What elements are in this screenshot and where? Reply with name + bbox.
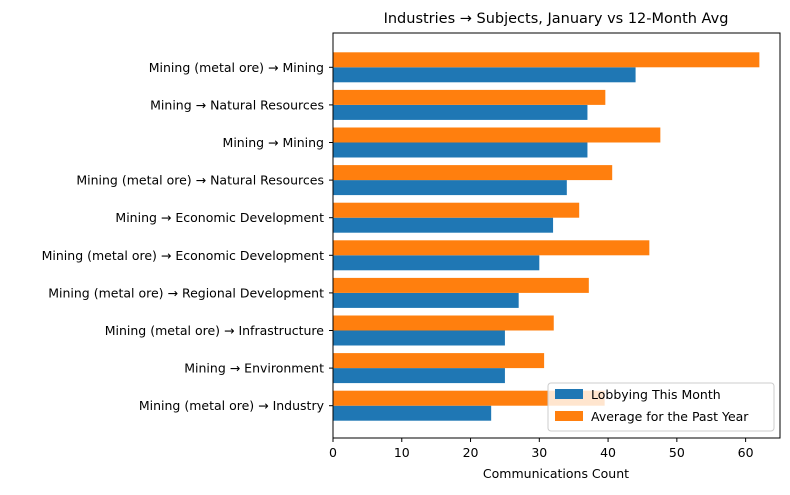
bar-average-for-the-past-year-9 xyxy=(333,390,605,406)
bar-lobbying-this-month-1 xyxy=(333,104,588,120)
bars-layer xyxy=(333,52,760,421)
x-tick-label-3: 30 xyxy=(531,445,547,460)
legend-box xyxy=(547,382,775,432)
bar-average-for-the-past-year-2 xyxy=(333,127,661,143)
bar-lobbying-this-month-6 xyxy=(333,292,519,308)
bar-lobbying-this-month-0 xyxy=(333,67,636,83)
bar-lobbying-this-month-8 xyxy=(333,368,505,384)
bar-average-for-the-past-year-3 xyxy=(333,165,613,181)
bar-lobbying-this-month-7 xyxy=(333,330,505,346)
y-tick-label-4: Mining → Economic Development xyxy=(115,210,324,225)
y-tick-label-1: Mining → Natural Resources xyxy=(150,97,324,112)
legend-swatch-lobbying-this-month xyxy=(555,389,583,399)
bar-average-for-the-past-year-4 xyxy=(333,202,580,218)
bar-average-for-the-past-year-1 xyxy=(333,89,606,105)
bar-lobbying-this-month-3 xyxy=(333,180,567,196)
bar-lobbying-this-month-4 xyxy=(333,217,554,233)
x-tick-label-0: 0 xyxy=(329,445,337,460)
bar-average-for-the-past-year-5 xyxy=(333,240,650,256)
legend-label-lobbying-this-month: Lobbying This Month xyxy=(591,387,721,402)
x-tick-label-1: 10 xyxy=(394,445,410,460)
x-axis-label: Communications Count xyxy=(483,466,629,481)
y-tick-label-7: Mining (metal ore) → Infrastructure xyxy=(105,323,325,338)
plot-frame xyxy=(332,32,781,439)
bar-average-for-the-past-year-8 xyxy=(333,353,545,369)
legend-swatch-average-past-year xyxy=(555,411,583,421)
y-tick-label-0: Mining (metal ore) → Mining xyxy=(149,60,324,75)
x-tick-labels: 0 10 20 30 40 50 60 xyxy=(329,438,754,460)
y-tick-label-9: Mining (metal ore) → Industry xyxy=(139,398,325,413)
y-tick-label-2: Mining → Mining xyxy=(223,135,324,150)
bar-lobbying-this-month-9 xyxy=(333,405,492,421)
y-tick-labels: Mining (metal ore) → Mining Mining → Natu… xyxy=(42,60,333,413)
bar-average-for-the-past-year-0 xyxy=(333,52,760,68)
bar-lobbying-this-month-5 xyxy=(333,255,540,271)
x-tick-label-4: 40 xyxy=(600,445,616,460)
x-tick-label-2: 20 xyxy=(463,445,479,460)
bar-lobbying-this-month-2 xyxy=(333,142,588,158)
bar-average-for-the-past-year-7 xyxy=(333,315,554,331)
y-tick-label-6: Mining (metal ore) → Regional Developmen… xyxy=(48,285,324,300)
legend: Lobbying This Month Average for the Past… xyxy=(547,382,775,432)
chart-title: Industries → Subjects, January vs 12-Mon… xyxy=(384,11,729,27)
x-tick-label-5: 50 xyxy=(669,445,685,460)
bar-average-for-the-past-year-6 xyxy=(333,277,589,293)
y-tick-label-5: Mining (metal ore) → Economic Developmen… xyxy=(42,248,324,263)
y-tick-label-8: Mining → Environment xyxy=(184,361,324,376)
legend-label-average-past-year: Average for the Past Year xyxy=(591,409,749,424)
x-tick-label-6: 60 xyxy=(738,445,754,460)
y-tick-label-3: Mining (metal ore) → Natural Resources xyxy=(76,173,324,188)
